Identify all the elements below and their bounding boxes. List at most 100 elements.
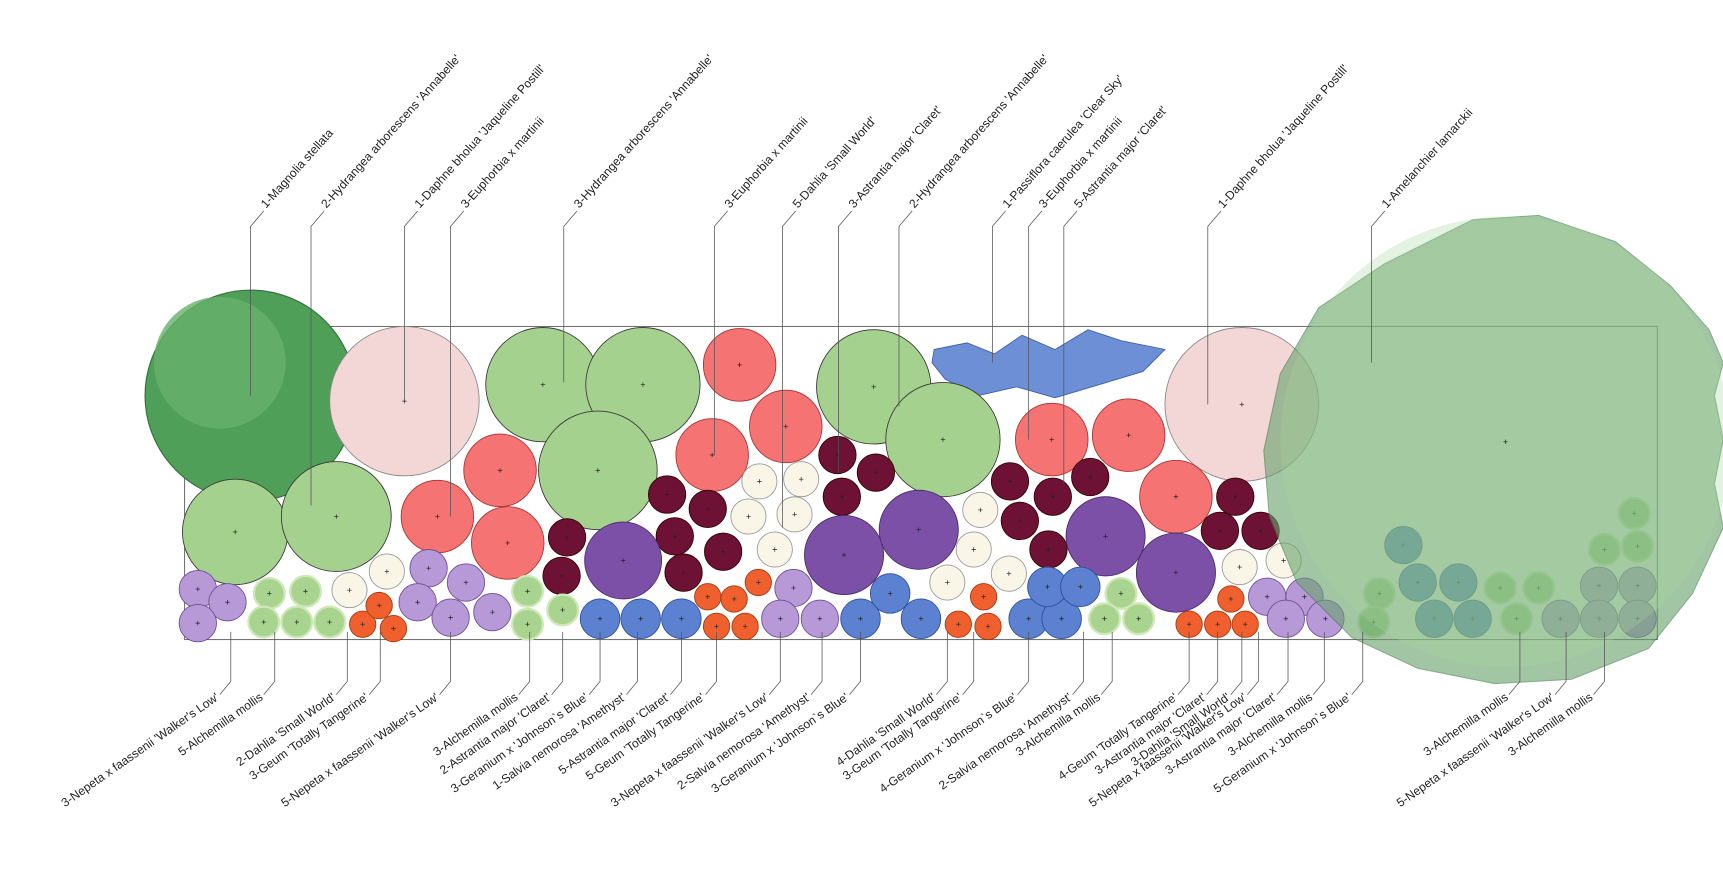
plant-center (294, 619, 299, 625)
plant-center (742, 624, 748, 629)
plant-center (873, 470, 879, 475)
plant-center (1281, 558, 1286, 563)
plant-center (360, 622, 365, 627)
plant-center (858, 616, 863, 621)
plant-center (540, 382, 546, 387)
leader-line (849, 631, 861, 695)
leader-line (219, 631, 232, 695)
plant-center (640, 382, 646, 387)
plant-center (376, 603, 382, 608)
plant-center (1046, 547, 1051, 552)
plant-center (841, 552, 847, 558)
plant-center (916, 527, 921, 532)
plant-center (945, 580, 950, 585)
plant-center (817, 616, 823, 621)
leader-line (626, 631, 638, 695)
plant-center (1017, 518, 1023, 524)
leader-line (936, 631, 948, 695)
plant-center (1228, 596, 1234, 602)
plant-center (1283, 616, 1289, 621)
plant-center (1217, 528, 1223, 534)
plant-center (497, 468, 503, 473)
plant-center (1233, 494, 1238, 499)
plant-center (1173, 494, 1179, 499)
leader-line (1247, 631, 1259, 695)
plant-center (871, 384, 876, 390)
plant-center (918, 616, 924, 621)
plant-center (971, 547, 976, 552)
plant-center (1503, 439, 1508, 444)
plant-center (195, 586, 201, 592)
plant-center (463, 580, 469, 585)
leader-line (992, 210, 1006, 363)
plant-center (334, 514, 339, 519)
plant-center (978, 507, 983, 513)
amelanchier-center (1280, 216, 1723, 668)
leader-line (1207, 210, 1222, 405)
plant-center (1242, 622, 1248, 627)
leader-line (1072, 631, 1084, 695)
plant-center (347, 587, 352, 593)
leader-line (250, 210, 265, 396)
magnolia-canopy (153, 296, 286, 429)
leader-line (1017, 631, 1030, 695)
plant-center (597, 616, 603, 621)
leader-line (1177, 631, 1190, 695)
plant-center (679, 616, 684, 621)
plant-center (1059, 616, 1064, 621)
leader-line (898, 210, 913, 407)
top-label: 1-Daphne bholua 'Jaqueline Postill' (1215, 62, 1351, 211)
plant-center (1258, 528, 1263, 534)
plant-center (1126, 433, 1131, 438)
top-label: 1-Amelanchier lamarckii (1379, 106, 1476, 211)
plant-center (705, 506, 710, 512)
plant-center (709, 452, 715, 458)
plant-center (267, 591, 272, 596)
plant-center (1045, 584, 1050, 590)
plant-center (525, 589, 530, 594)
plant-center (737, 362, 742, 368)
plant-center (1173, 570, 1179, 575)
plant-center (1186, 622, 1192, 627)
leader-line (263, 631, 276, 695)
leader-line (450, 210, 465, 517)
plant-center (505, 540, 510, 546)
plant-center (620, 558, 626, 563)
leader-line (769, 631, 781, 695)
plant-center (757, 479, 762, 484)
plant-center (195, 620, 201, 626)
plant-center (731, 596, 737, 602)
leader-line (1028, 210, 1043, 440)
plant-center (672, 534, 677, 539)
plant-center (232, 529, 238, 535)
leader-line (1508, 631, 1521, 695)
plant-center (1050, 494, 1056, 499)
plant-center (772, 547, 777, 552)
leader-line (310, 210, 325, 506)
plant-center (225, 600, 230, 605)
leader-line (1276, 631, 1289, 695)
leader-line (670, 631, 682, 695)
plant-center (426, 565, 431, 571)
leader-line (368, 631, 381, 695)
leader-line (713, 210, 728, 455)
plant-center (448, 615, 453, 620)
leader-line (705, 631, 717, 695)
plant-center (778, 616, 783, 621)
plant-center (705, 594, 710, 599)
leader-line (588, 631, 601, 695)
plant-center (560, 607, 565, 613)
plant-center (1102, 616, 1107, 621)
plant-center (1237, 564, 1242, 570)
plant-center (1215, 622, 1220, 627)
plant-center (664, 492, 670, 497)
plant-center (791, 585, 796, 591)
leader-line (404, 210, 418, 402)
plant-center (783, 424, 788, 429)
plant-center (384, 569, 390, 574)
plant-center (1078, 584, 1083, 590)
leader-line (1230, 631, 1243, 695)
plant-center (1136, 616, 1141, 621)
